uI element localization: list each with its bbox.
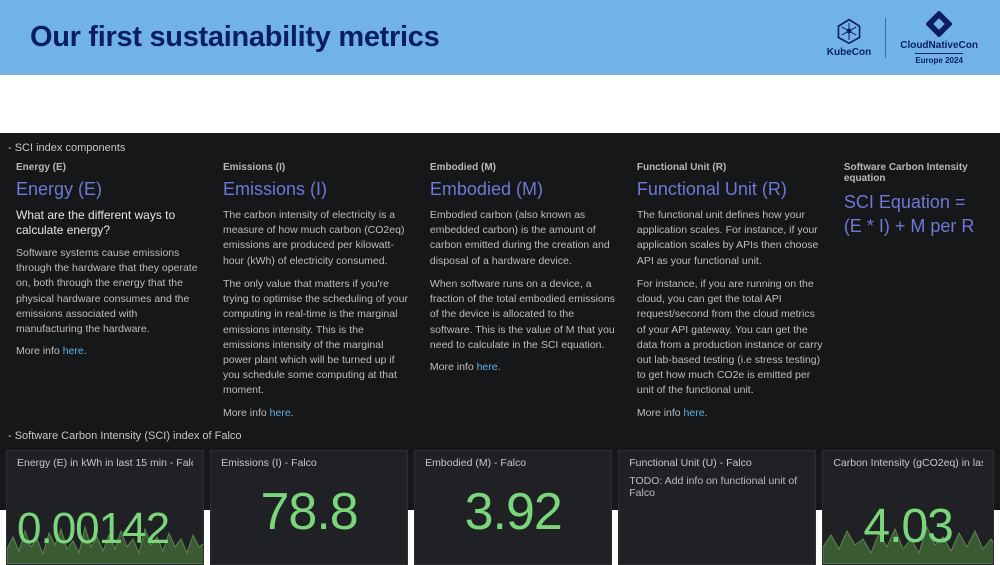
more-info-link[interactable]: here — [477, 361, 498, 373]
panel-title: Emissions (I) - Falco — [221, 457, 397, 469]
metric-value: 0.00142 — [17, 504, 169, 554]
card-emissions: Emissions (I) Emissions (I) The carbon i… — [213, 158, 420, 421]
card-title: Embodied (M) — [430, 179, 617, 200]
cloudnativecon-label: CloudNativeCon — [900, 40, 978, 51]
event-logos: KubeCon CloudNativeCon Europe 2024 — [827, 11, 978, 65]
europe-label: Europe 2024 — [915, 53, 963, 65]
header-spacer — [0, 75, 1000, 133]
card-paragraph: The only value that matters if you're tr… — [223, 277, 410, 399]
panel-title: Energy (E) in kWh in last 15 min - Falco… — [17, 457, 193, 469]
card-embodied: Embodied (M) Embodied (M) Embodied carbo… — [420, 158, 627, 421]
card-subtitle: What are the different ways to calculate… — [16, 208, 203, 238]
panel-title: Embodied (M) - Falco — [425, 457, 601, 469]
card-body: The functional unit defines how your app… — [637, 208, 824, 399]
card-body: The carbon intensity of electricity is a… — [223, 208, 410, 399]
kubecon-label: KubeCon — [827, 47, 871, 58]
explainer-row: Energy (E) Energy (E) What are the diffe… — [0, 158, 1000, 421]
card-paragraph: The carbon intensity of electricity is a… — [223, 208, 410, 269]
header-banner: Our first sustainability metrics KubeCon… — [0, 0, 1000, 75]
panel-energy[interactable]: Energy (E) in kWh in last 15 min - Falco… — [6, 450, 204, 565]
more-info: More info here. — [16, 345, 203, 357]
more-info-link[interactable]: here — [270, 407, 291, 419]
page-title: Our first sustainability metrics — [30, 21, 439, 54]
grafana-dashboard: - SCI index components Energy (E) Energy… — [0, 133, 1000, 510]
panel-functional[interactable]: Functional Unit (U) - Falco TODO: Add in… — [618, 450, 816, 565]
panel-intensity[interactable]: Carbon Intensity (gCO2eq) in last 15 min… — [822, 450, 994, 565]
card-overline: Software Carbon Intensity equation — [844, 162, 984, 184]
card-overline: Energy (E) — [16, 162, 203, 173]
panel-title: Functional Unit (U) - Falco — [629, 457, 805, 469]
panel-emissions[interactable]: Emissions (I) - Falco 78.8 — [210, 450, 408, 565]
kubecon-icon — [836, 18, 862, 44]
card-paragraph: Software systems cause emissions through… — [16, 246, 203, 337]
metrics-row: Energy (E) in kWh in last 15 min - Falco… — [0, 450, 1000, 565]
section-sci-components[interactable]: - SCI index components — [0, 133, 1000, 158]
card-overline: Functional Unit (R) — [637, 162, 824, 173]
card-title: Energy (E) — [16, 179, 203, 200]
card-body: Embodied carbon (also known as embedded … — [430, 208, 617, 353]
card-body: Software systems cause emissions through… — [16, 246, 203, 337]
card-equation: Software Carbon Intensity equation SCI E… — [834, 158, 994, 421]
metric-value: 3.92 — [465, 482, 562, 542]
card-overline: Embodied (M) — [430, 162, 617, 173]
card-functional: Functional Unit (R) Functional Unit (R) … — [627, 158, 834, 421]
card-overline: Emissions (I) — [223, 162, 410, 173]
kubecon-logo: KubeCon — [827, 18, 871, 58]
metric-value: 4.03 — [863, 499, 952, 554]
card-energy: Energy (E) Energy (E) What are the diffe… — [6, 158, 213, 421]
card-title: Emissions (I) — [223, 179, 410, 200]
cloudnativecon-icon — [926, 11, 952, 37]
more-info-link[interactable]: here — [63, 345, 84, 357]
more-info: More info here. — [637, 407, 824, 419]
card-title: Functional Unit (R) — [637, 179, 824, 200]
cloudnativecon-logo: CloudNativeCon Europe 2024 — [900, 11, 978, 65]
card-paragraph: For instance, if you are running on the … — [637, 277, 824, 399]
panel-embodied[interactable]: Embodied (M) - Falco 3.92 — [414, 450, 612, 565]
more-info: More info here. — [223, 407, 410, 419]
more-info: More info here. — [430, 361, 617, 373]
card-title: SCI Equation = (E * I) + M per R — [844, 190, 984, 239]
panel-title: Carbon Intensity (gCO2eq) in last 15 min — [833, 457, 983, 469]
card-paragraph: The functional unit defines how your app… — [637, 208, 824, 269]
metric-value: 78.8 — [261, 482, 358, 542]
card-paragraph: When software runs on a device, a fracti… — [430, 277, 617, 353]
section-sci-falco[interactable]: - Software Carbon Intensity (SCI) index … — [0, 421, 1000, 446]
logo-divider — [885, 18, 886, 58]
card-paragraph: Embodied carbon (also known as embedded … — [430, 208, 617, 269]
more-info-link[interactable]: here — [684, 407, 705, 419]
panel-note: TODO: Add info on functional unit of Fal… — [629, 475, 805, 499]
